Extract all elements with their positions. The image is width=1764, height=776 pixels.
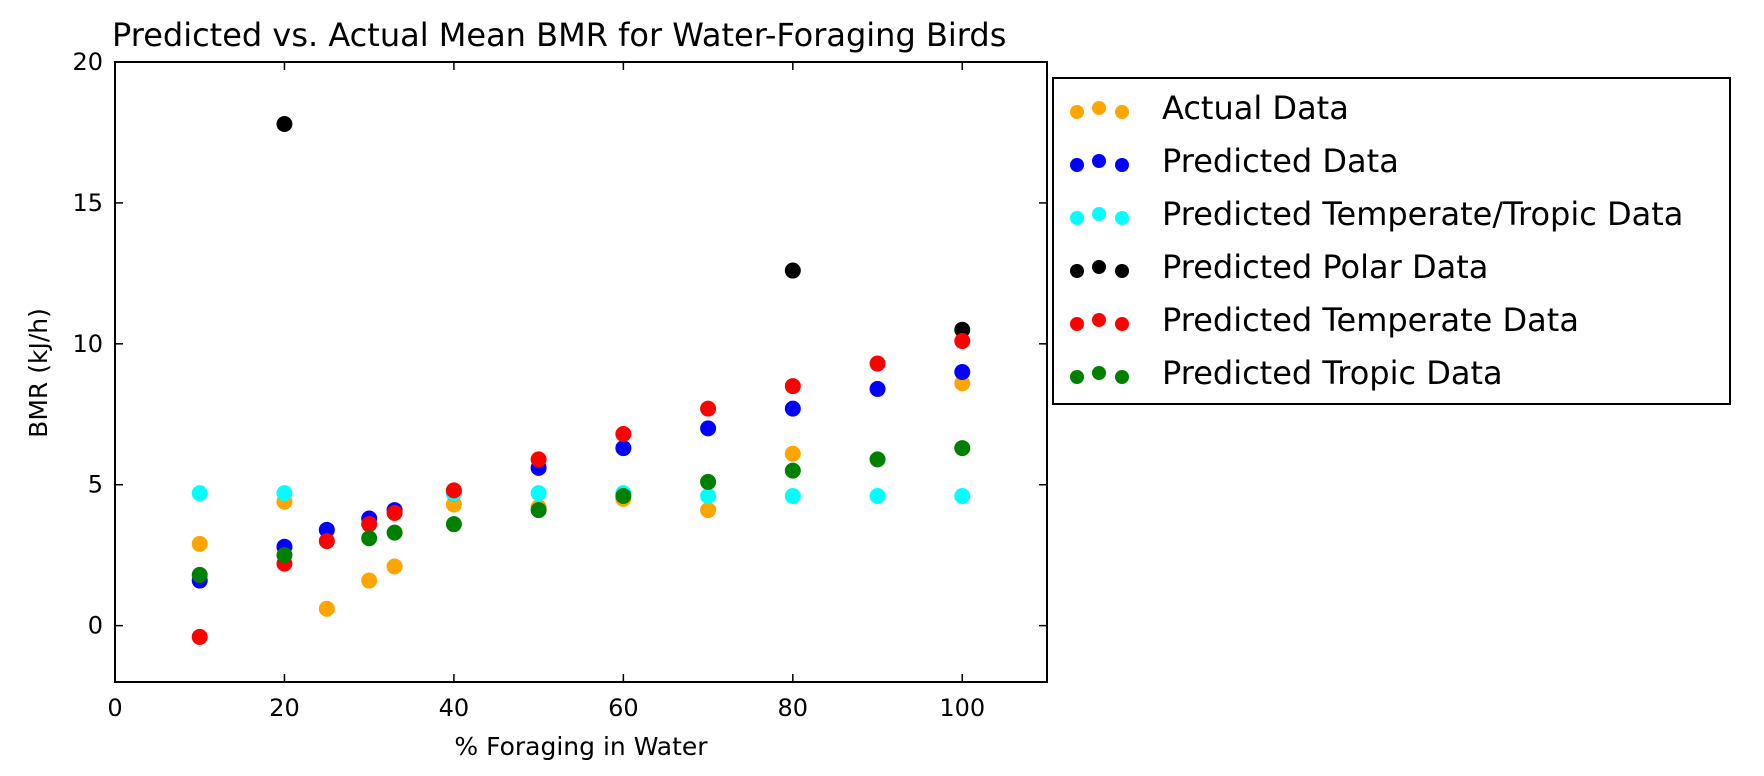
data-point [954, 321, 971, 338]
legend-marker [1115, 158, 1129, 172]
legend-entry: Predicted Temperate Data [1162, 301, 1579, 339]
data-point [869, 380, 886, 397]
data-point [191, 485, 208, 502]
x-tick-label: 0 [107, 694, 122, 722]
data-point [954, 488, 971, 504]
data-point [318, 600, 335, 617]
data-point [386, 524, 403, 541]
legend-marker [1092, 207, 1106, 221]
data-point [784, 462, 801, 479]
data-point [445, 496, 462, 513]
legend-marker [1115, 370, 1129, 384]
data-point [276, 485, 293, 502]
legend-entry: Predicted Polar Data [1162, 248, 1488, 286]
data-point [784, 262, 801, 279]
legend-marker [1092, 101, 1106, 115]
series-3 [276, 116, 971, 338]
data-point [276, 547, 293, 564]
x-tick-label: 100 [939, 694, 985, 722]
data-point [700, 488, 717, 504]
legend-marker [1070, 370, 1084, 384]
data-point [869, 355, 886, 372]
data-point [784, 378, 801, 395]
x-axis-label: % Foraging in Water [454, 732, 708, 761]
legend-entry: Predicted Data [1162, 142, 1399, 180]
data-point [784, 400, 801, 417]
data-point [361, 572, 378, 589]
data-point [615, 488, 632, 504]
data-point [954, 375, 971, 392]
legend-marker [1092, 313, 1106, 327]
data-point [530, 502, 547, 519]
legend-marker [1070, 317, 1084, 331]
legend-entry: Predicted Tropic Data [1162, 354, 1503, 392]
x-tick-label: 40 [439, 694, 470, 722]
data-point [700, 502, 717, 519]
data-point [615, 440, 632, 457]
legend-marker [1070, 105, 1084, 119]
data-point [386, 504, 403, 521]
y-tick-label: 0 [88, 612, 103, 640]
y-tick-label: 10 [72, 330, 103, 358]
data-point [784, 445, 801, 462]
data-point [700, 420, 717, 437]
legend-marker [1115, 211, 1129, 225]
x-tick-label: 80 [778, 694, 809, 722]
data-point [318, 533, 335, 550]
plot-area: 0 20 40 60 80 100 0 5 10 15 20 [72, 48, 1048, 722]
legend-marker [1070, 158, 1084, 172]
data-point [530, 485, 547, 502]
legend: Actual Data Predicted Data Predicted Tempe… [1052, 77, 1731, 405]
legend-marker [1070, 264, 1084, 278]
data-point [700, 400, 717, 417]
data-point [954, 333, 971, 349]
legend-marker [1092, 366, 1106, 380]
data-point [615, 426, 632, 442]
chart-title: Predicted vs. Actual Mean BMR for Water-… [112, 16, 1006, 54]
data-point [191, 566, 208, 583]
legend-entry: Actual Data [1162, 89, 1349, 127]
data-point [386, 558, 403, 575]
plot-frame [114, 61, 1048, 683]
data-point [191, 628, 208, 645]
legend-marker [1115, 105, 1129, 119]
legend-marker [1092, 260, 1106, 274]
data-point [700, 473, 717, 490]
data-point [361, 530, 378, 547]
data-point [191, 535, 208, 552]
data-point [530, 451, 547, 468]
x-tick-label: 20 [269, 694, 300, 722]
y-tick-label: 5 [88, 471, 103, 499]
series-4 [191, 333, 971, 645]
data-point [361, 516, 378, 533]
legend-marker [1070, 211, 1084, 225]
x-tick-label: 60 [608, 694, 639, 722]
legend-entry: Predicted Temperate/Tropic Data [1162, 195, 1683, 233]
data-point [784, 488, 801, 504]
legend-marker [1115, 317, 1129, 331]
y-axis-label: BMR (kJ/h) [24, 308, 53, 438]
data-point [445, 516, 462, 533]
legend-frame [1052, 77, 1731, 405]
data-point [954, 440, 971, 457]
series-5 [191, 440, 971, 583]
legend-marker [1115, 264, 1129, 278]
data-point [445, 482, 462, 499]
data-point [869, 451, 886, 468]
y-tick-label: 15 [72, 189, 103, 217]
data-point [869, 488, 886, 504]
legend-marker [1092, 154, 1106, 168]
y-tick-label: 20 [72, 48, 103, 76]
data-point [954, 364, 971, 380]
data-point [276, 116, 293, 132]
data-point [318, 521, 335, 538]
